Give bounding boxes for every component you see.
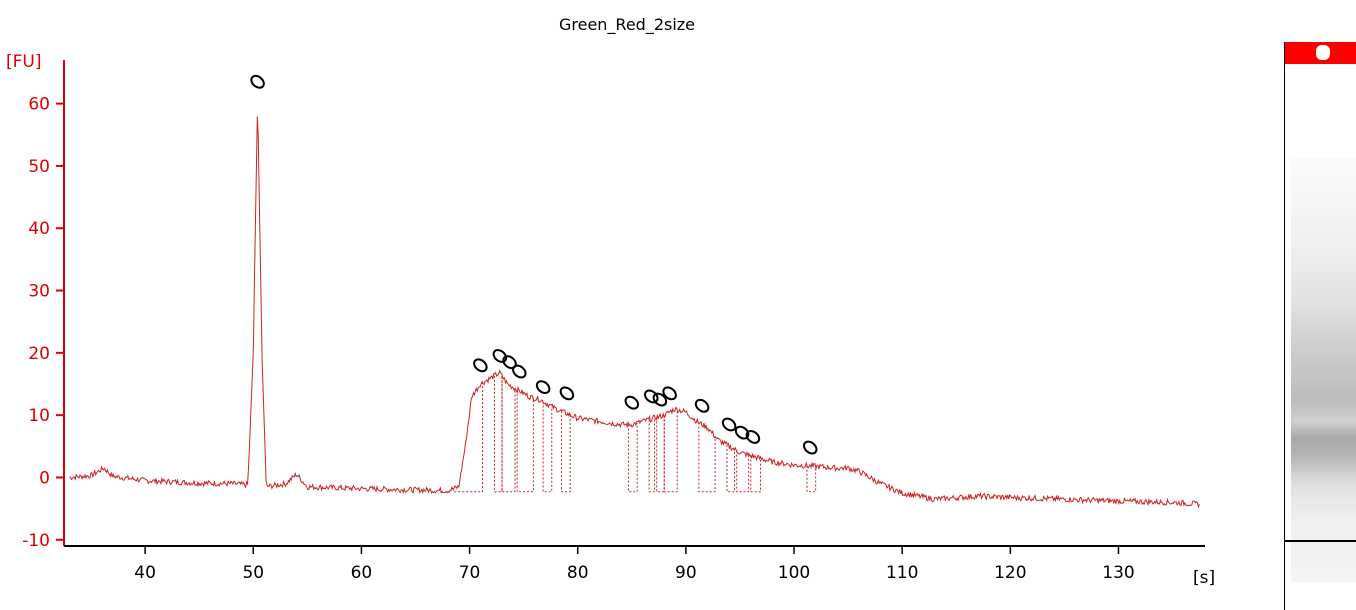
peak-boundary: [560, 411, 571, 493]
peak-boundary: [501, 375, 516, 493]
peak-marker: [652, 392, 668, 407]
y-tick-label: 50: [28, 157, 50, 177]
y-axis-unit-label: [FU]: [6, 52, 42, 72]
chart-title: Green_Red_2size: [559, 15, 695, 35]
peak-marker: [512, 364, 527, 379]
virtual-gel-lane: [1284, 42, 1356, 610]
peak-boundary: [452, 382, 484, 493]
x-tick-label: 50: [242, 563, 264, 583]
x-tick-label: 110: [886, 563, 918, 583]
gel-lane-gradient: [1291, 158, 1356, 582]
peak-marker: [559, 386, 575, 401]
y-tick-label: 0: [39, 468, 50, 488]
peak-boundary: [656, 415, 665, 493]
peak-marker: [473, 358, 488, 373]
peak-markers: [250, 74, 818, 455]
peak-boundary: [806, 465, 817, 493]
peak-boundary: [750, 455, 761, 493]
peak-boundary: [698, 422, 716, 493]
electropherogram-chart: Green_Red_2size [FU] [s] -10 0 10 20 30 40 50 6…: [6, 15, 1215, 588]
x-tick-label: 40: [134, 563, 156, 583]
peak-marker: [250, 74, 265, 89]
x-tick-label: 90: [675, 563, 697, 583]
peak-marker: [624, 395, 640, 410]
peak-marker: [745, 430, 761, 444]
x-axis: 40 50 60 70 80 90 100 110 120 130: [64, 545, 1205, 583]
y-tick-label: 30: [28, 282, 50, 302]
x-tick-label: 130: [1102, 563, 1134, 583]
y-tick-label: 20: [28, 344, 50, 364]
peak-marker: [492, 349, 508, 363]
peak-boundaries: [452, 375, 817, 493]
peak-boundary: [628, 422, 638, 493]
peak-boundary: [663, 409, 678, 493]
gel-marker-dot-icon: [1316, 45, 1330, 60]
peak-boundary: [542, 401, 553, 493]
y-tick-label: 60: [28, 95, 50, 115]
peak-marker: [694, 398, 710, 413]
x-tick-label: 120: [994, 563, 1026, 583]
gel-lower-marker-line: [1285, 540, 1356, 542]
peak-marker: [662, 386, 677, 401]
y-axis: -10 0 10 20 30 40 50 60: [22, 60, 65, 551]
x-tick-label: 70: [459, 563, 481, 583]
peak-boundary: [648, 417, 656, 493]
x-tick-label: 80: [567, 563, 589, 583]
gel-marker-band: [1285, 42, 1356, 64]
y-tick-label: 10: [28, 406, 50, 426]
peak-boundary: [726, 445, 736, 493]
signal-trace: [69, 116, 1200, 509]
y-tick-label: -10: [22, 531, 50, 551]
y-tick-label: 40: [28, 219, 50, 239]
x-axis-unit-label: [s]: [1193, 568, 1215, 588]
peak-boundary: [736, 450, 750, 493]
x-tick-label: 60: [351, 563, 373, 583]
peak-boundary: [516, 389, 534, 493]
peak-boundary: [493, 375, 503, 493]
peak-marker: [644, 389, 659, 404]
peak-marker: [535, 380, 551, 395]
peak-marker: [721, 417, 737, 432]
peak-marker: [802, 440, 818, 455]
x-tick-label: 100: [778, 563, 810, 583]
peak-marker: [502, 355, 517, 370]
